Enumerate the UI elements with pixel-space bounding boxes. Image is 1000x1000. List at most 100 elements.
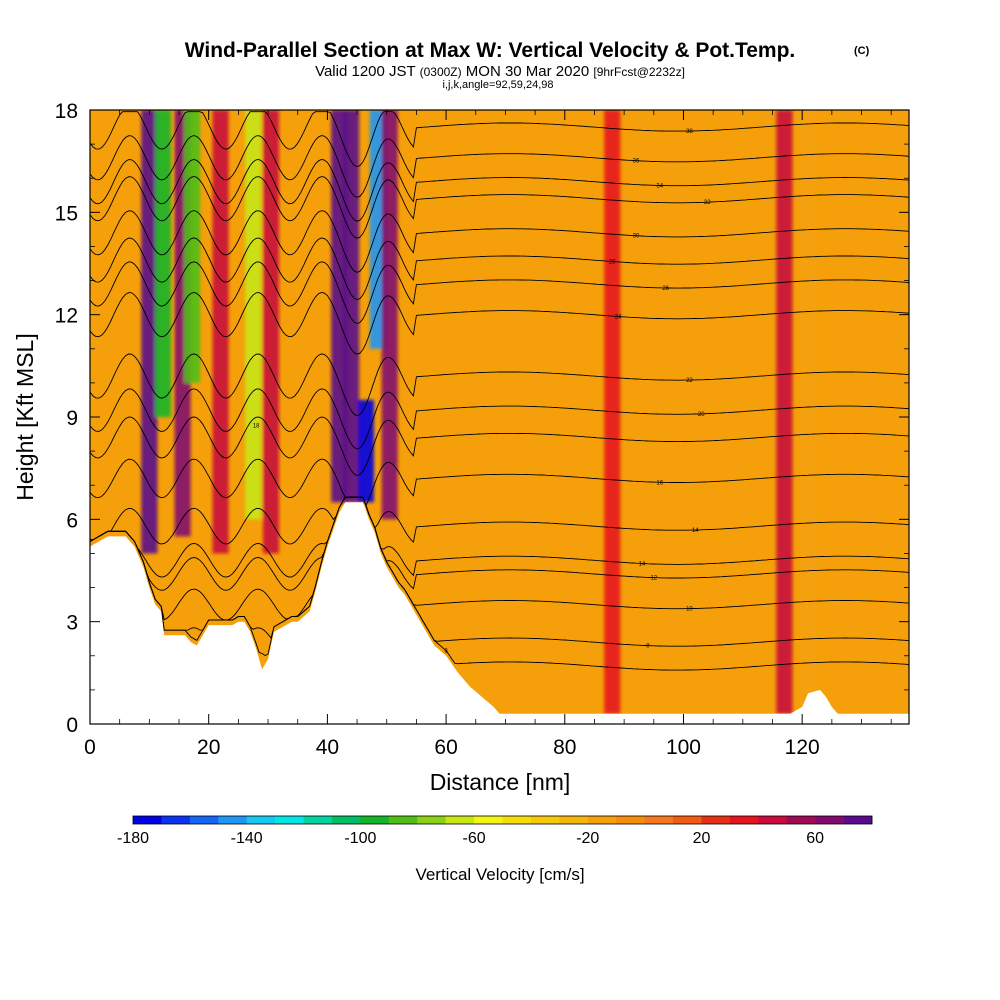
w-plume-0 xyxy=(141,110,158,554)
y-tick-label-2: 6 xyxy=(66,509,78,532)
w-plume-5 xyxy=(245,110,262,520)
w-plume-3 xyxy=(184,110,201,383)
theta-contour-label-12: 28 xyxy=(609,260,616,266)
theta-contour-label-11: 26 xyxy=(662,286,669,292)
terrain-mask xyxy=(90,502,909,724)
theta-contour-10 xyxy=(90,292,909,355)
theta-contour-13 xyxy=(90,210,909,273)
theta-contour-4 xyxy=(90,496,909,578)
colorbar-tick-label-1: -140 xyxy=(231,830,263,847)
theta-contour-label-2: 10 xyxy=(686,607,693,613)
colorbar-swatch-15 xyxy=(559,816,589,824)
theta-contour-16 xyxy=(90,135,909,198)
x-tick-label-1: 20 xyxy=(197,736,220,759)
colorbar-swatch-9 xyxy=(388,816,418,824)
colorbar-swatch-7 xyxy=(331,816,361,824)
colorbar-tick-label-5: 20 xyxy=(693,830,711,847)
theta-contour-label-10: 24 xyxy=(615,314,622,320)
colorbar-swatch-0 xyxy=(133,816,162,824)
theta-contour-label-4: 14 xyxy=(639,561,646,567)
x-tick-label-0: 0 xyxy=(84,736,96,759)
theta-contour-label-8: 20 xyxy=(698,412,705,418)
colorbar-swatch-2 xyxy=(189,816,219,824)
colorbar-tick-label-3: -60 xyxy=(463,830,486,847)
theta-contour-label-17: 38 xyxy=(686,129,693,135)
w-plume-11 xyxy=(381,110,398,520)
colorbar-swatch-5 xyxy=(275,816,304,824)
colorbar-swatch-17 xyxy=(616,816,645,824)
colorbar-swatch-10 xyxy=(417,816,446,824)
colorbar: -180 -140 -100 -60 -20 20 60 xyxy=(117,815,873,847)
theta-contour-label-5: 14 xyxy=(692,528,699,534)
chart-title: Wind-Parallel Section at Max W: Vertical… xyxy=(185,39,796,62)
x-axis-label: Distance [nm] xyxy=(430,769,571,795)
theta-contour-5 xyxy=(90,496,909,545)
subtitle-date: MON 30 Mar 2020 xyxy=(466,63,589,80)
colorbar-tick-label-2: -100 xyxy=(344,830,376,847)
theta-contour-label-6: 16 xyxy=(656,480,663,486)
theta-contour-3 xyxy=(90,496,909,591)
theta-contour-15 xyxy=(90,159,909,222)
y-tick-label-6: 18 xyxy=(55,100,78,123)
colorbar-swatch-22 xyxy=(758,816,788,824)
w-plume-6 xyxy=(262,110,280,554)
x-tick-label-5: 100 xyxy=(666,736,701,759)
y-tick-label-5: 15 xyxy=(55,202,78,225)
theta-contour-17 xyxy=(90,111,909,168)
plot-area: 8 8 10 12 14 14 16 18 20 22 24 26 28 30 32 34 36 38 xyxy=(90,110,909,724)
w-plume-13 xyxy=(776,110,793,714)
colorbar-swatch-6 xyxy=(303,816,333,824)
colorbar-swatch-25 xyxy=(843,816,873,824)
y-tick-label-4: 12 xyxy=(55,305,78,328)
colorbar-swatch-4 xyxy=(246,816,276,824)
theta-contour-label-13: 30 xyxy=(633,234,640,240)
colorbar-swatch-1 xyxy=(161,816,191,824)
colorbar-swatch-19 xyxy=(673,816,702,824)
colorbar-swatch-3 xyxy=(218,816,247,824)
chart-subtitle: Valid 1200 JST (0300Z) MON 30 Mar 2020 [… xyxy=(315,63,685,80)
colorbar-frame xyxy=(132,815,873,825)
colorbar-swatch-11 xyxy=(445,816,475,824)
colorbar-swatch-13 xyxy=(502,816,532,824)
w-plume-14 xyxy=(800,110,817,714)
theta-contour-label-1: 8 xyxy=(646,644,650,650)
theta-contour-label-16: 36 xyxy=(633,159,640,165)
x-tick-label-4: 80 xyxy=(553,736,576,759)
potential-temperature-contours: 8 8 10 12 14 14 16 18 20 22 24 26 28 30 32 34 36 38 xyxy=(90,111,909,671)
x-tick-label-3: 60 xyxy=(434,736,457,759)
colorbar-tick-label-0: -180 xyxy=(117,830,149,847)
colorbar-swatch-21 xyxy=(729,816,759,824)
theta-contour-label-9: 22 xyxy=(686,378,693,384)
vertical-velocity-field xyxy=(141,110,817,714)
theta-contour-9 xyxy=(90,353,909,417)
theta-contour-label-14: 32 xyxy=(704,200,711,206)
theta-contour-7 xyxy=(90,416,909,476)
theta-contour-label-3: 12 xyxy=(650,576,657,582)
colorbar-swatch-24 xyxy=(815,816,844,824)
colorbar-label: Vertical Velocity [cm/s] xyxy=(415,865,584,884)
colorbar-swatch-23 xyxy=(786,816,816,824)
theta-contour-8 xyxy=(90,388,909,450)
colorbar-tick-label-6: 60 xyxy=(806,830,824,847)
colorbar-swatch-16 xyxy=(587,816,617,824)
chart-title-mark: (C) xyxy=(854,45,870,57)
subtitle-zulu: (0300Z) xyxy=(420,65,462,79)
x-tick-label-2: 40 xyxy=(316,736,339,759)
w-plume-1 xyxy=(154,110,172,417)
y-tick-label-1: 3 xyxy=(66,612,78,635)
theta-contour-label-15: 34 xyxy=(656,184,663,190)
x-tick-label-6: 120 xyxy=(785,736,820,759)
w-plume-9 xyxy=(357,399,374,503)
colorbar-swatch-12 xyxy=(474,816,503,824)
colorbar-swatch-20 xyxy=(701,816,731,824)
subtitle-valid: Valid 1200 JST xyxy=(315,63,415,80)
y-axis-label: Height [Kft MSL] xyxy=(12,333,38,500)
theta-contour-label-0: 8 xyxy=(444,649,448,655)
colorbar-swatch-14 xyxy=(530,816,560,824)
y-tick-label-3: 9 xyxy=(66,407,78,430)
theta-contour-label-7: 18 xyxy=(253,424,260,430)
theta-contour-12 xyxy=(90,237,909,301)
subtitle-fcst: [9hrFcst@2232z] xyxy=(593,65,685,79)
